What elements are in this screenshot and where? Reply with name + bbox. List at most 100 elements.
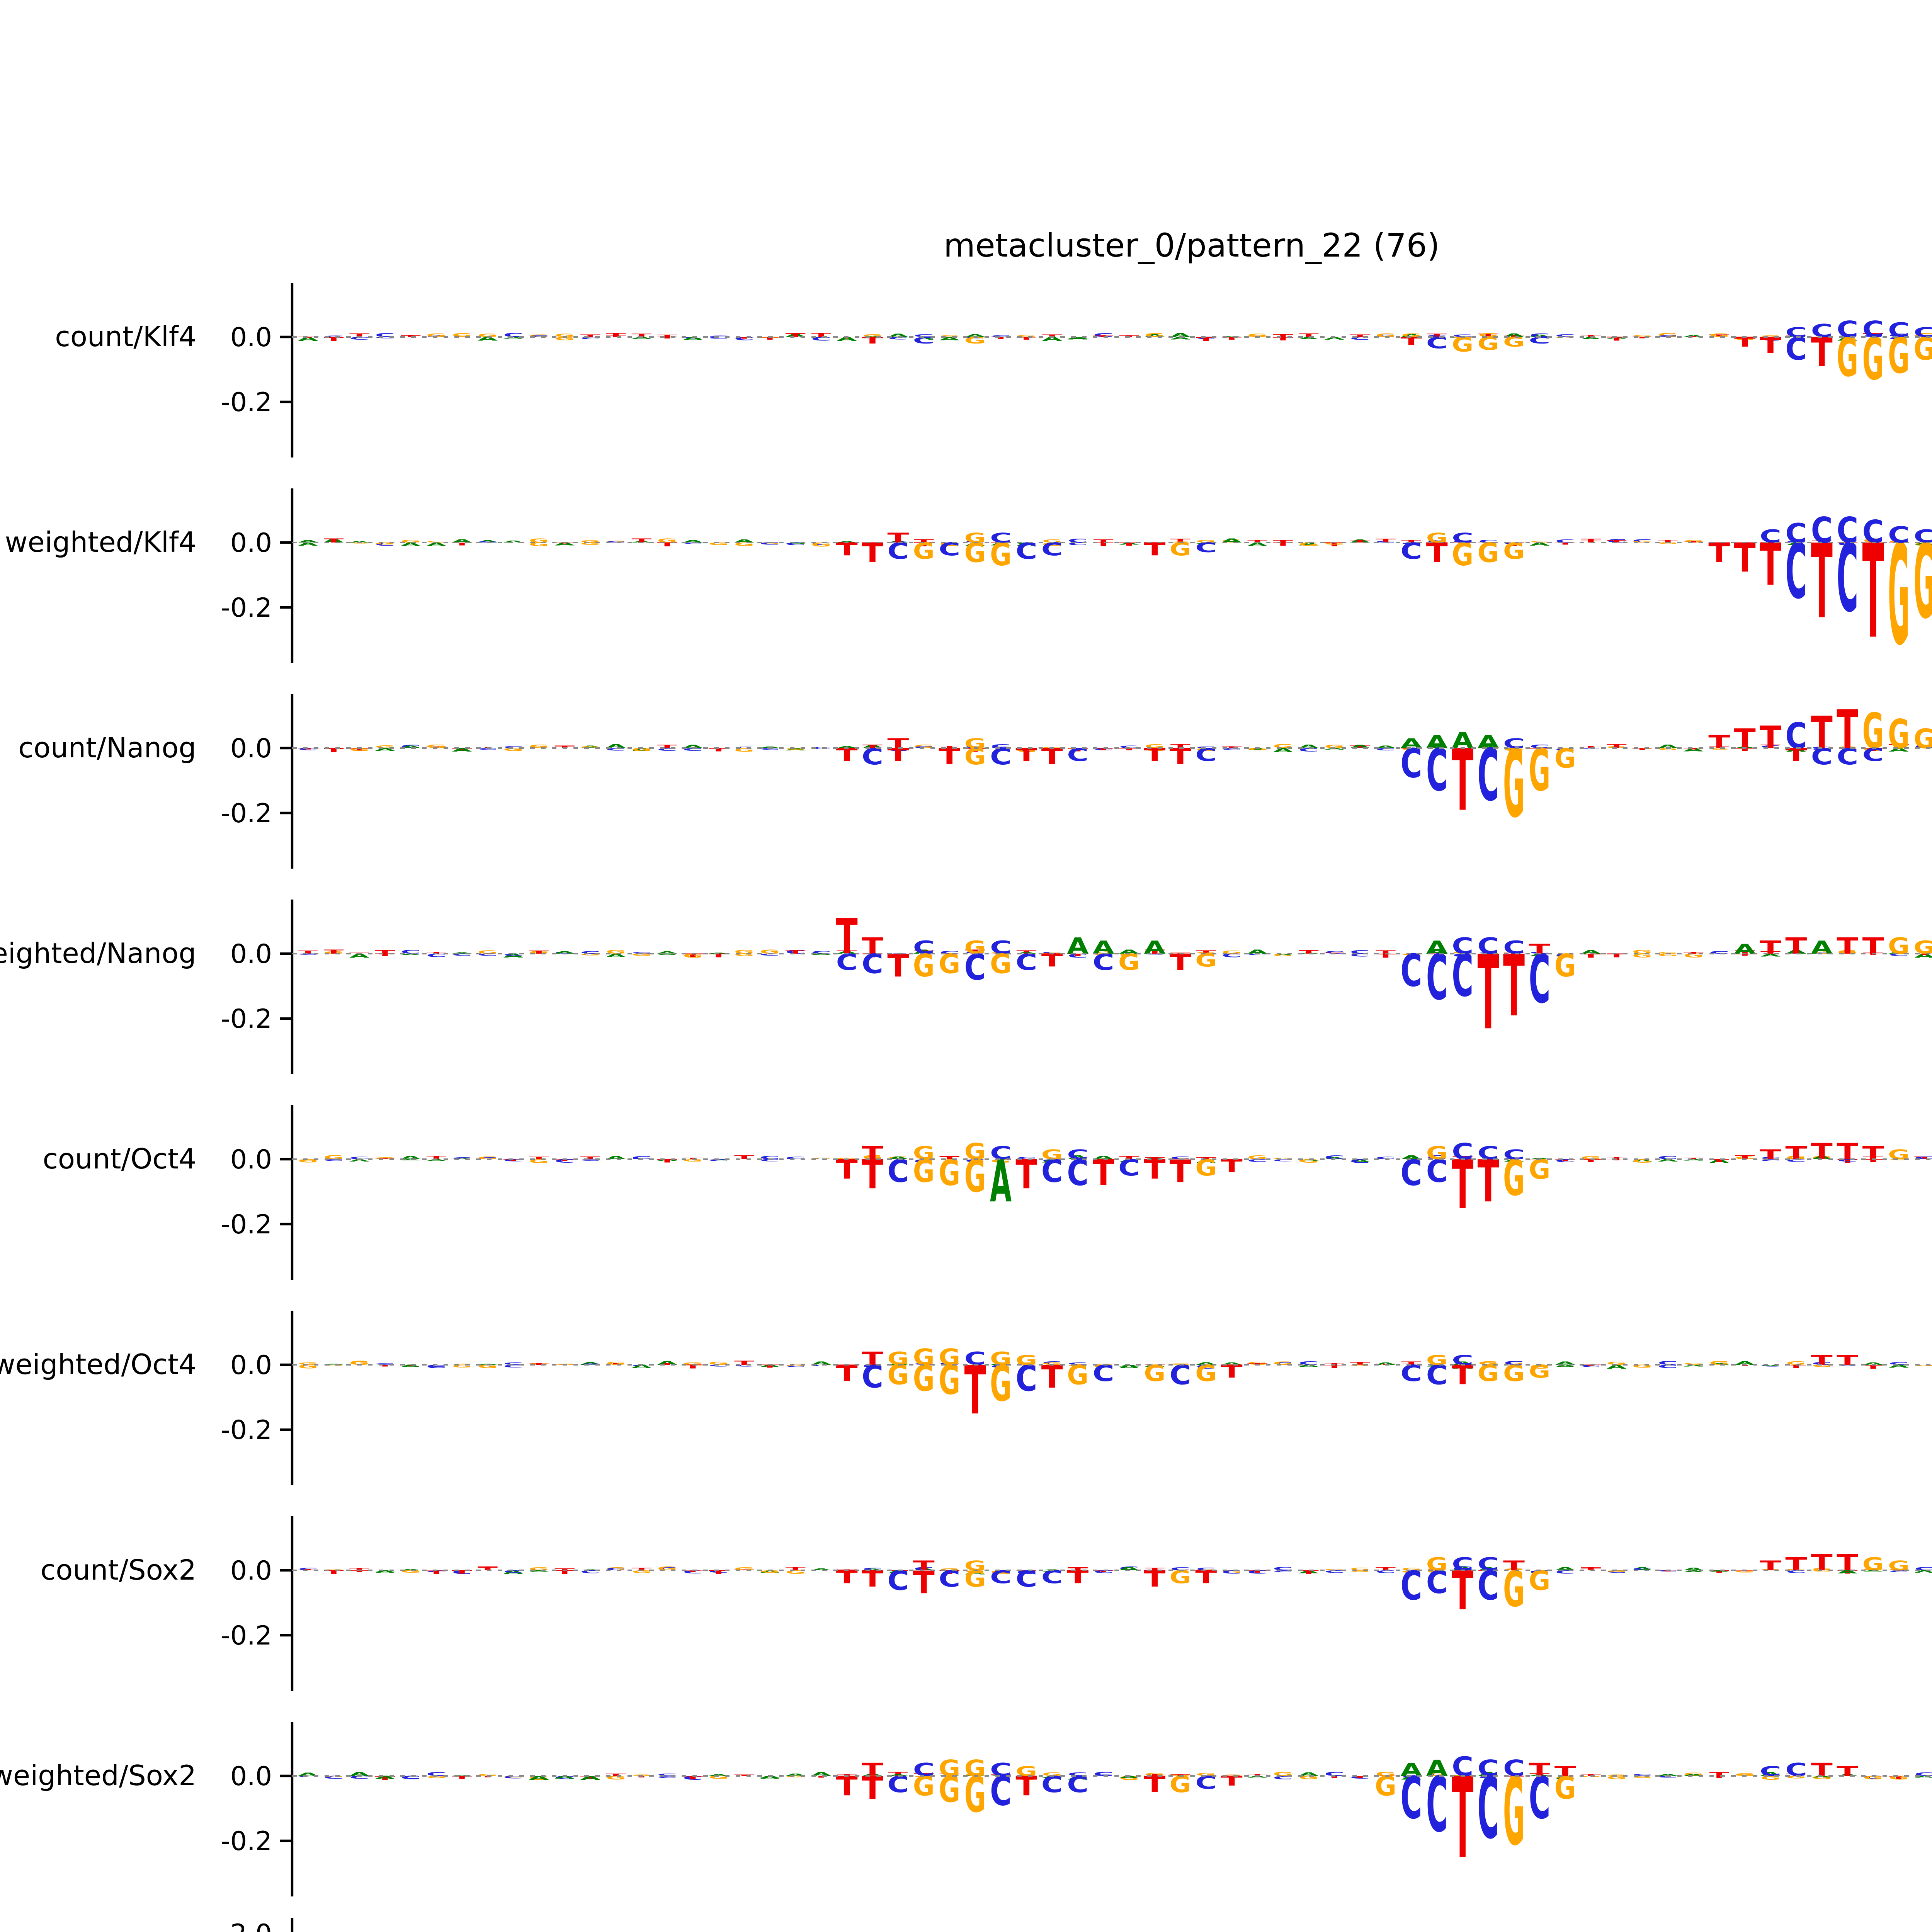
logo-letter-A: A — [914, 1568, 934, 1571]
logo-letter-G: G — [1735, 336, 1755, 341]
logo-letter-A: A — [452, 952, 472, 954]
logo-letter-A: A — [1451, 1924, 1475, 1932]
logo-letter-C: C — [1503, 736, 1525, 751]
logo-letter-C: C — [965, 950, 985, 954]
logo-letter-A: A — [1632, 1158, 1652, 1163]
logo-letter-G: G — [1889, 1159, 1909, 1160]
logo-letter-T: T — [862, 1776, 883, 1779]
logo-letter-C: C — [1273, 1158, 1293, 1162]
logo-letter-G: G — [349, 1360, 369, 1366]
logo-letter-C: C — [1709, 951, 1729, 954]
logo-letter-G: G — [964, 1139, 986, 1165]
logo-letter-C: C — [1607, 538, 1627, 544]
logo-letter-C: C — [1350, 1775, 1370, 1779]
logo-letter-T: T — [991, 337, 1011, 340]
logo-letter-C: C — [1350, 953, 1370, 957]
logo-letter-G: G — [324, 1364, 344, 1366]
logo-letter-C: C — [503, 953, 523, 957]
logo-letter-T: T — [1734, 535, 1756, 582]
logo-letter-G: G — [1348, 1909, 1372, 1932]
logo-letter-C: C — [811, 748, 831, 749]
logo-letter-T: T — [1785, 1554, 1807, 1575]
logo-letter-A: A — [1401, 1155, 1421, 1161]
logo-letter-C: C — [1503, 1147, 1525, 1162]
logo-letter-G: G — [1504, 1568, 1524, 1571]
logo-letter-C: C — [990, 1143, 1012, 1163]
logo-letter-T: T — [1016, 336, 1036, 340]
logo-letter-T: T — [1785, 933, 1807, 959]
logo-letter-A: A — [1299, 1159, 1319, 1162]
logo-letter-C: C — [1452, 539, 1473, 543]
logo-letter-A: A — [1427, 745, 1447, 749]
logo-letter-G: G — [734, 953, 754, 957]
logo-letter-T: T — [991, 1774, 1011, 1776]
logo-letter-C: C — [1658, 335, 1678, 337]
logo-letter-A: A — [1117, 1929, 1141, 1932]
logo-letter-T: T — [1273, 540, 1293, 543]
logo-letter-T: T — [1271, 1925, 1296, 1932]
logo-letter-T: T — [734, 1569, 754, 1571]
figure-title: metacluster_0/pattern_22 (76) — [944, 226, 1440, 264]
logo-letter-C: C — [1452, 747, 1473, 752]
logo-letter-G: G — [1478, 1361, 1498, 1366]
logo-letter-G: G — [1632, 541, 1652, 543]
logo-letter-G: G — [1247, 1155, 1267, 1160]
logo-letter-G: G — [913, 1344, 935, 1370]
logo-letter-C: C — [914, 333, 934, 338]
logo-letter-C: C — [990, 530, 1012, 546]
logo-letter-C: C — [1760, 1156, 1781, 1160]
logo-letter-C: C — [709, 1570, 729, 1573]
logo-letter-A: A — [1529, 334, 1549, 338]
logo-letter-A: A — [657, 951, 677, 954]
logo-letter-A: A — [1144, 937, 1166, 958]
logo-letter-G: G — [426, 333, 446, 338]
logo-letter-T: T — [1786, 1364, 1806, 1369]
logo-letter-G: G — [503, 747, 523, 752]
logo-letter-C: C — [375, 1363, 395, 1365]
logo-letter-C: C — [580, 1363, 600, 1365]
logo-letter-C: C — [786, 1364, 806, 1368]
logo-letter-C: C — [1401, 1776, 1421, 1779]
logo-letter-G: G — [1401, 1570, 1421, 1573]
logo-letter-C: C — [1529, 951, 1549, 954]
logo-letter-T: T — [1324, 1362, 1344, 1365]
logo-letter-T: T — [375, 1158, 395, 1160]
logo-letter-C: C — [811, 542, 831, 546]
logo-letter-A: A — [1478, 953, 1498, 956]
logo-letter-G: G — [786, 1776, 806, 1778]
logo-letter-A: A — [401, 1569, 421, 1571]
logo-letter-C: C — [426, 1364, 446, 1367]
logo-letter-C: C — [554, 951, 575, 954]
logo-letter-C: C — [1478, 1755, 1499, 1781]
logo-letter-A: A — [1452, 1361, 1473, 1366]
logo-letter-C: C — [1094, 332, 1114, 338]
logo-letter-A: A — [786, 542, 806, 544]
logo-letter-T: T — [709, 747, 729, 752]
logo-letter-T: T — [1196, 1156, 1216, 1160]
logo-letter-A: A — [503, 952, 523, 959]
logo-letter-C: C — [298, 1776, 318, 1777]
y-tick-label: -0.2 — [221, 593, 272, 623]
y-tick-label: 0.0 — [230, 322, 272, 353]
logo-letter-T: T — [452, 542, 472, 546]
logo-letter-T: T — [1247, 1570, 1267, 1573]
logo-letter-A: A — [503, 1569, 523, 1575]
logo-letter-C: C — [1581, 1364, 1601, 1367]
logo-letter-T: T — [1760, 937, 1781, 958]
logo-letter-T: T — [1684, 541, 1704, 543]
logo-letter-G: G — [401, 539, 421, 543]
logo-letter-T: T — [1503, 1558, 1525, 1573]
logo-letter-T: T — [503, 1159, 523, 1162]
logo-letter-G: G — [1196, 747, 1216, 752]
logo-letter-T: T — [1094, 1570, 1114, 1573]
logo-letter-A: A — [478, 336, 498, 342]
logo-letter-C: C — [1784, 1929, 1808, 1932]
logo-letter-T: T — [1094, 542, 1114, 547]
logo-letter-C: C — [1837, 335, 1857, 338]
logo-letter-T: T — [1760, 719, 1781, 755]
logo-letter-C: C — [1376, 747, 1396, 751]
logo-letter-A: A — [1400, 1759, 1422, 1780]
logo-letter-A: A — [529, 1570, 549, 1572]
logo-letter-G: G — [324, 951, 344, 954]
